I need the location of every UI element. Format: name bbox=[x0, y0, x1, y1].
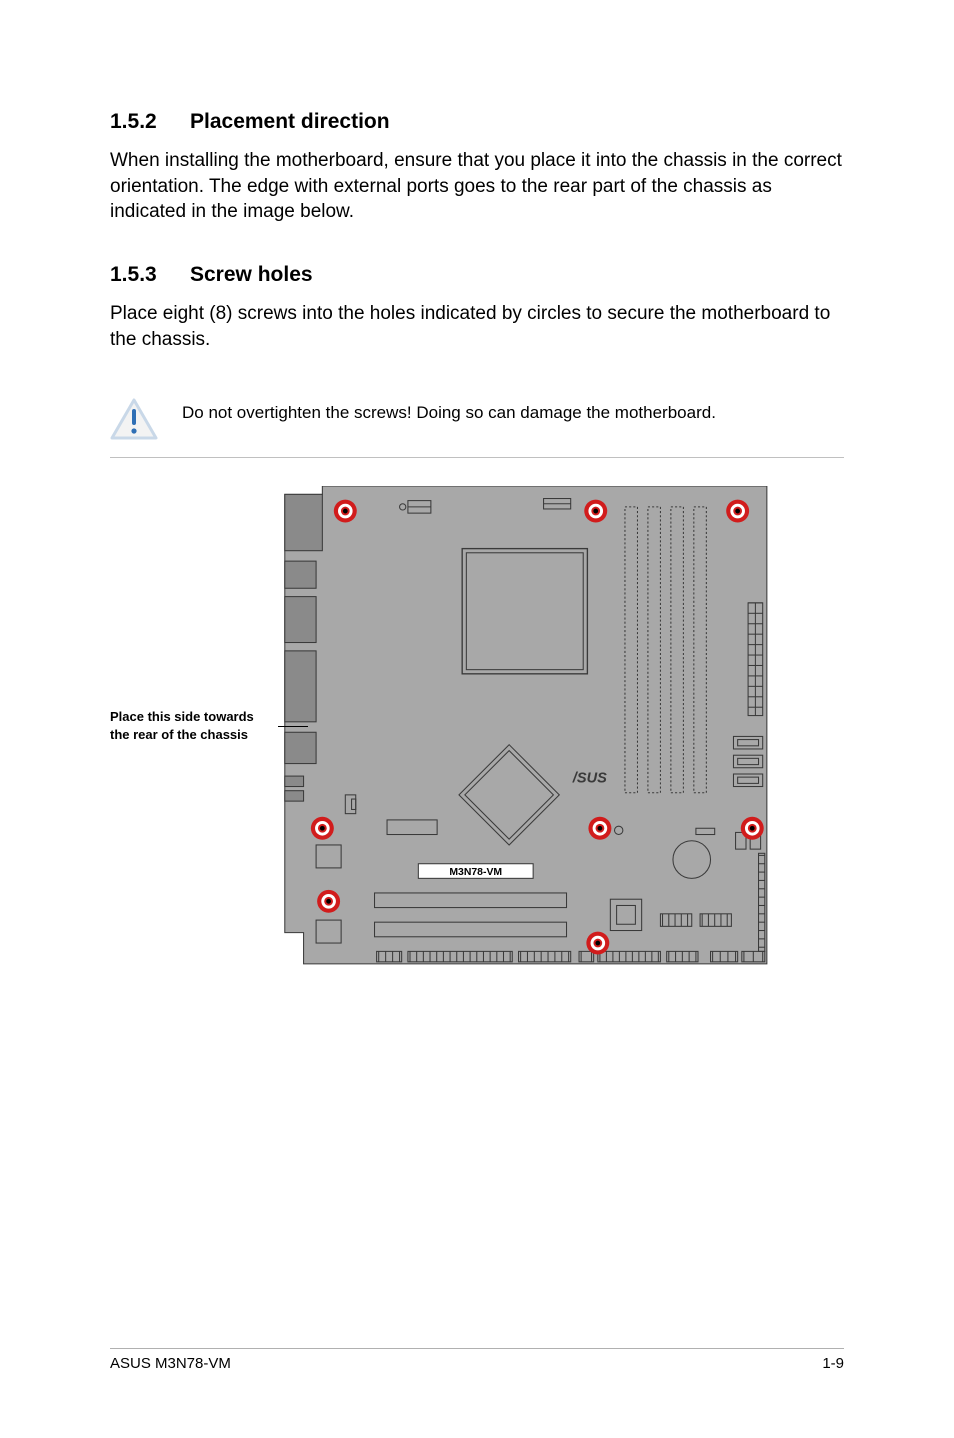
motherboard-diagram: /SUS M3N78-VM bbox=[280, 486, 780, 966]
side-label-connector-line bbox=[278, 726, 308, 727]
section-heading-placement: 1.5.2Placement direction bbox=[110, 110, 844, 134]
warning-callout: Do not overtighten the screws! Doing so … bbox=[110, 390, 844, 458]
section-number: 1.5.2 bbox=[110, 110, 190, 134]
svg-text:/SUS: /SUS bbox=[572, 771, 607, 787]
warning-icon bbox=[110, 398, 158, 447]
page-footer: ASUS M3N78-VM 1-9 bbox=[110, 1348, 844, 1372]
warning-exclaim-bar bbox=[132, 409, 136, 425]
side-label-line2: the rear of the chassis bbox=[110, 727, 248, 742]
svg-text:M3N78-VM: M3N78-VM bbox=[449, 867, 502, 878]
footer-right: 1-9 bbox=[822, 1355, 844, 1372]
warning-text: Do not overtighten the screws! Doing so … bbox=[182, 398, 716, 424]
footer-left: ASUS M3N78-VM bbox=[110, 1355, 231, 1372]
warning-exclaim-dot bbox=[131, 429, 136, 434]
section-heading-screwholes: 1.5.3Screw holes bbox=[110, 263, 844, 287]
motherboard-figure: Place this side towards the rear of the … bbox=[110, 486, 844, 966]
side-label-line1: Place this side towards bbox=[110, 709, 254, 724]
section-title: Placement direction bbox=[190, 110, 390, 133]
section-body-placement: When installing the motherboard, ensure … bbox=[110, 148, 844, 225]
section-title: Screw holes bbox=[190, 263, 313, 286]
section-body-screwholes: Place eight (8) screws into the holes in… bbox=[110, 301, 844, 352]
figure-side-label: Place this side towards the rear of the … bbox=[110, 708, 280, 744]
section-number: 1.5.3 bbox=[110, 263, 190, 287]
